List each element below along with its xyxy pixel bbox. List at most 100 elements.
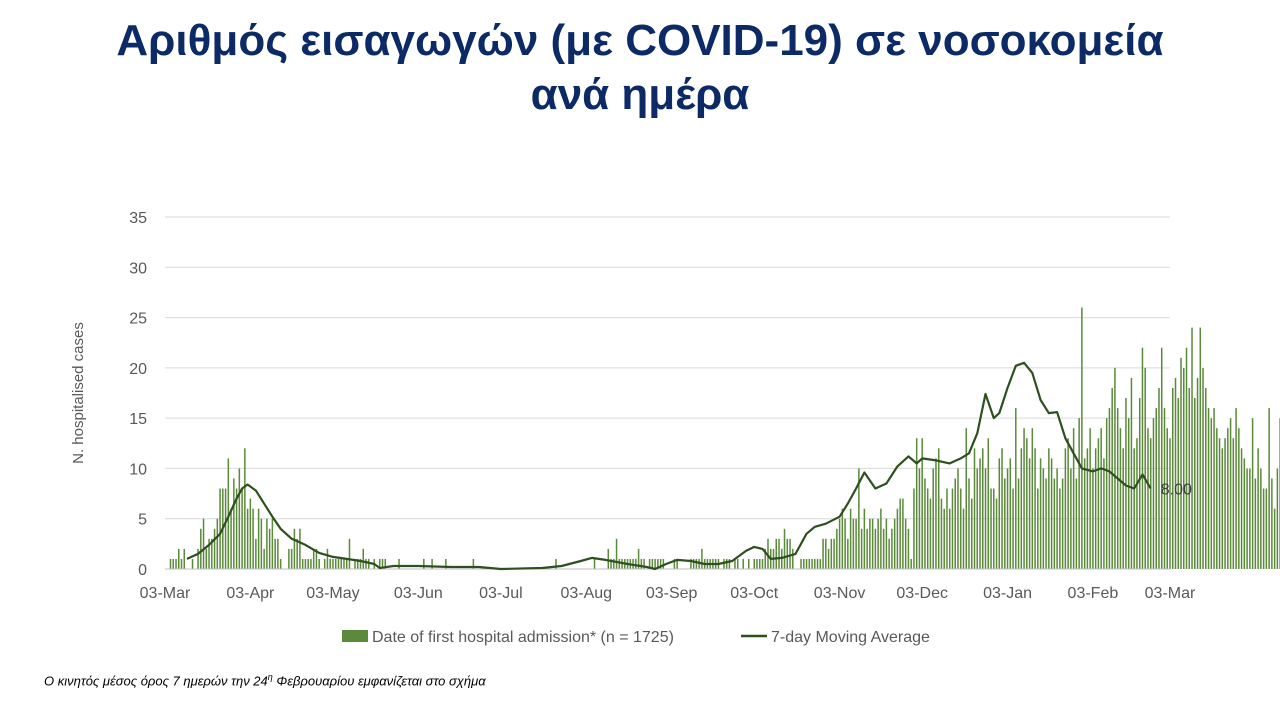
bar [178, 548, 180, 569]
bar [723, 558, 725, 569]
bar [1081, 307, 1083, 569]
bar [814, 558, 816, 569]
bar [979, 458, 981, 569]
bar [899, 498, 901, 569]
bar [998, 458, 1001, 569]
bar [1254, 478, 1257, 569]
bar [1045, 478, 1047, 569]
bar [932, 468, 934, 569]
bar [918, 468, 921, 569]
bar [882, 528, 885, 569]
bar [849, 508, 852, 569]
bar [1180, 357, 1182, 569]
bar [728, 558, 731, 569]
bar [1100, 428, 1102, 569]
bar [1015, 408, 1017, 569]
bar [1108, 408, 1111, 569]
bar [1147, 428, 1149, 569]
bar [673, 558, 676, 569]
bar [1194, 398, 1196, 569]
bar [893, 518, 896, 569]
bar [756, 558, 758, 569]
bar [172, 558, 175, 569]
bar [792, 548, 794, 569]
bar [1246, 468, 1248, 569]
y-tick-label: 20 [129, 361, 147, 378]
bar [844, 518, 846, 569]
bar [1174, 377, 1177, 569]
bar [1092, 468, 1094, 569]
bar [913, 488, 915, 569]
bar [329, 558, 331, 569]
bar [1056, 468, 1058, 569]
bar [1127, 418, 1130, 569]
bar [1116, 408, 1119, 569]
bar [1004, 478, 1006, 569]
bar [995, 498, 998, 569]
bar [896, 508, 899, 569]
footnote-text: Ο κινητός μέσος όρος 7 ημερών την 24 [44, 673, 268, 689]
bar [431, 558, 433, 569]
bar [1249, 468, 1251, 569]
last-value-label: 8.00 [1161, 482, 1192, 499]
bar [1105, 418, 1108, 569]
bar [657, 558, 659, 569]
bar [1227, 428, 1229, 569]
bar [869, 518, 871, 569]
bar [783, 528, 786, 569]
bar [827, 548, 830, 569]
bar [1183, 367, 1185, 569]
bar [323, 558, 326, 569]
x-tick-label: 03-Aug [560, 585, 612, 602]
bar [874, 528, 877, 569]
bar [803, 558, 805, 569]
bar [326, 548, 329, 569]
bar [1268, 408, 1270, 569]
bar [1276, 468, 1279, 569]
bar [1048, 448, 1050, 569]
bar [301, 558, 304, 569]
bar [354, 558, 356, 569]
bar [993, 488, 995, 569]
bar [866, 528, 868, 569]
bar [1243, 458, 1246, 569]
bar [296, 538, 298, 569]
bar [169, 558, 172, 569]
bar [271, 518, 274, 569]
bar [734, 558, 736, 569]
bar [315, 548, 318, 569]
moving-average-line [186, 361, 1152, 571]
bar [230, 508, 232, 569]
bar [1136, 438, 1138, 569]
bar [299, 528, 301, 569]
bar [219, 488, 221, 569]
bar [1001, 448, 1003, 569]
bar [208, 538, 210, 569]
bar [1141, 347, 1144, 569]
bar [654, 558, 656, 569]
bar [838, 518, 841, 569]
bar [241, 488, 243, 569]
bar [1260, 468, 1262, 569]
y-tick-label: 35 [129, 210, 147, 227]
bar [921, 438, 923, 569]
bar [1229, 418, 1232, 569]
bar [381, 558, 384, 569]
bar [1064, 448, 1067, 569]
bar [659, 558, 662, 569]
bar [288, 548, 290, 569]
bar [279, 558, 282, 569]
bar [445, 558, 447, 569]
bar [1207, 408, 1210, 569]
bar [348, 538, 351, 569]
bar [1083, 458, 1086, 569]
bar [1097, 438, 1100, 569]
bar [637, 548, 640, 569]
footnote-superscript: η [267, 672, 273, 682]
legend-bar-label: Date of first hospital admission* (n = 1… [372, 629, 674, 646]
bar [863, 508, 866, 569]
bar [789, 538, 791, 569]
bar [343, 558, 345, 569]
bar [1053, 478, 1056, 569]
bar [202, 518, 205, 569]
